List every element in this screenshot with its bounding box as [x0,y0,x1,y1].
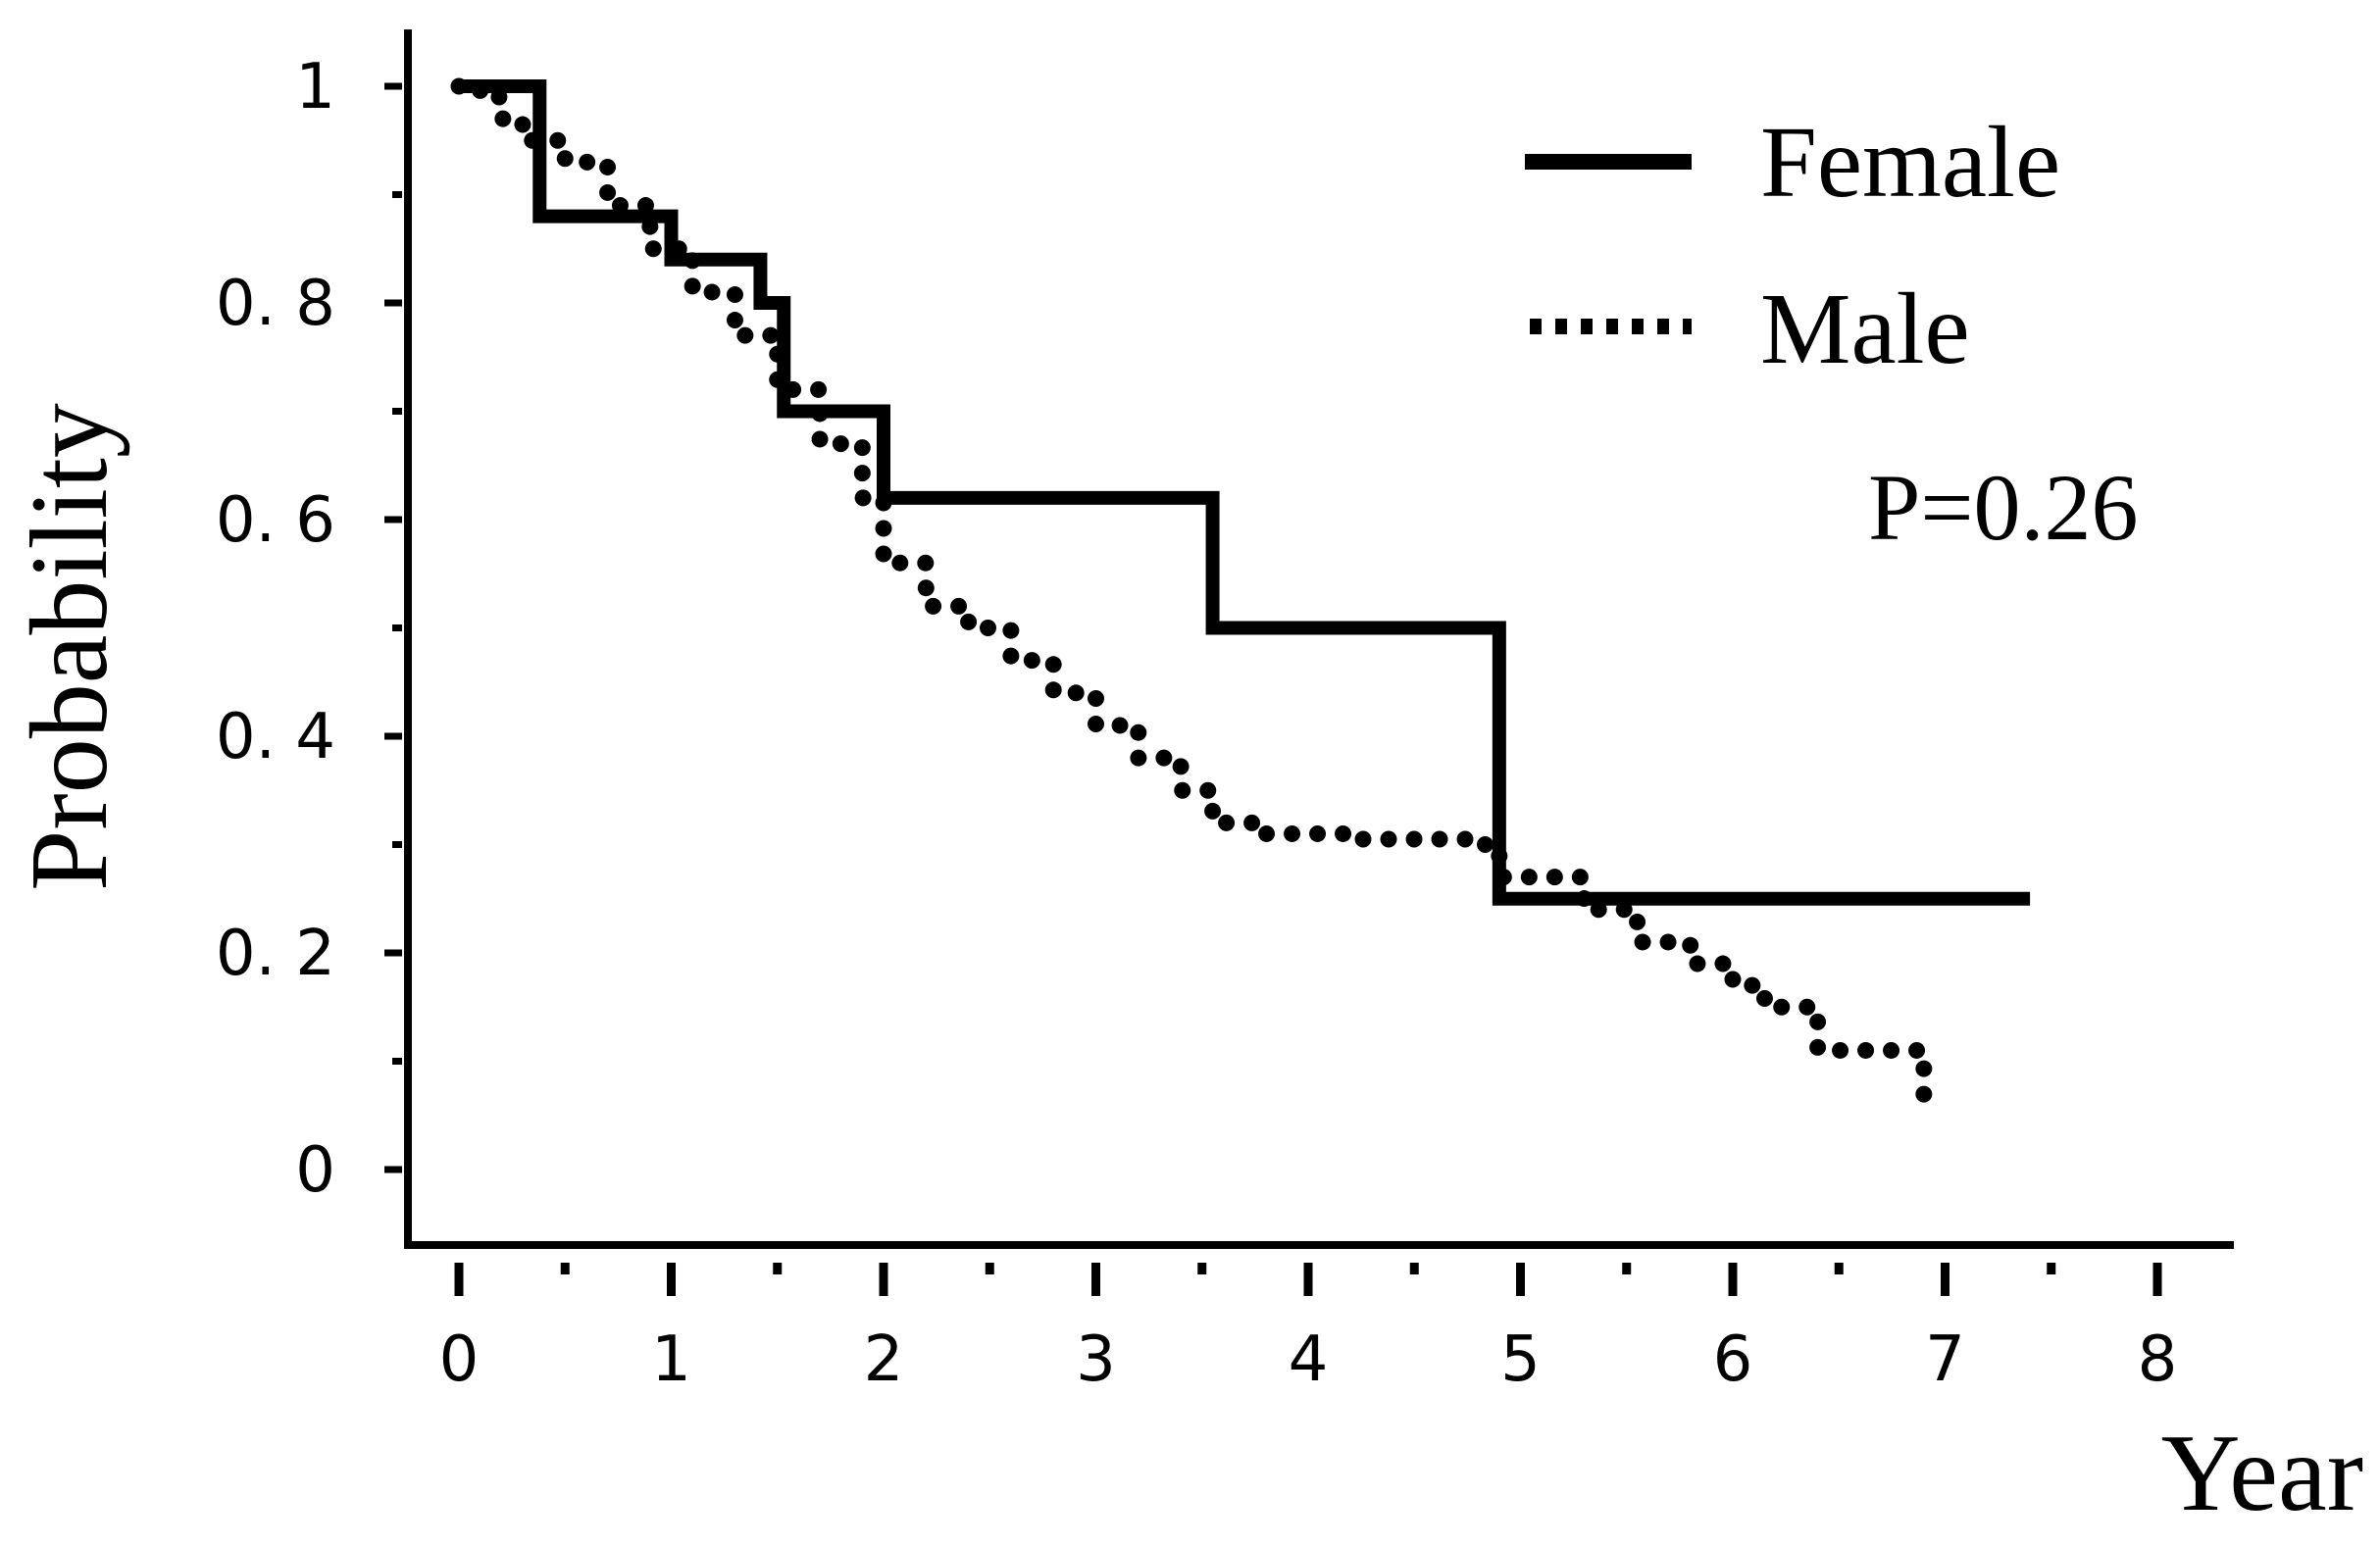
y-tick-label: 0. 2 [216,918,335,990]
series-line-female [459,79,2031,906]
p-value-annotation: P=0.26 [1868,455,2139,560]
x-axis-ticks: 0 1 2 3 4 5 6 7 8 [439,1263,2178,1396]
legend: Female Male [1525,106,2060,385]
y-tick-label: 1 [295,51,335,124]
legend-label-male: Male [1760,273,1970,385]
series-line-male [450,77,1933,1114]
x-tick-label: 1 [651,1323,691,1396]
x-tick-label: 5 [1500,1323,1541,1396]
x-tick-label: 0 [439,1323,480,1396]
axes [404,29,2234,1249]
y-axis-ticks: 0 0. 2 0. 4 0. 6 0. 8 1 [216,51,402,1207]
x-tick-label: 3 [1076,1323,1116,1396]
x-axis-title: Year [2161,1413,2363,1534]
y-tick-label: 0. 4 [216,701,335,773]
y-tick-label: 0 [295,1134,335,1207]
y-axis-title: Probability [9,403,130,891]
series-male [450,77,1933,1114]
x-tick-label: 2 [864,1323,904,1396]
series-layer [450,77,2031,1114]
x-tick-label: 8 [2138,1323,2178,1396]
y-tick-label: 0. 8 [216,268,335,340]
series-female [459,79,2031,906]
legend-label-female: Female [1760,106,2060,219]
x-tick-label: 7 [1925,1323,1965,1396]
x-tick-label: 4 [1289,1323,1329,1396]
x-tick-label: 6 [1713,1323,1753,1396]
y-tick-label: 0. 6 [216,484,335,557]
